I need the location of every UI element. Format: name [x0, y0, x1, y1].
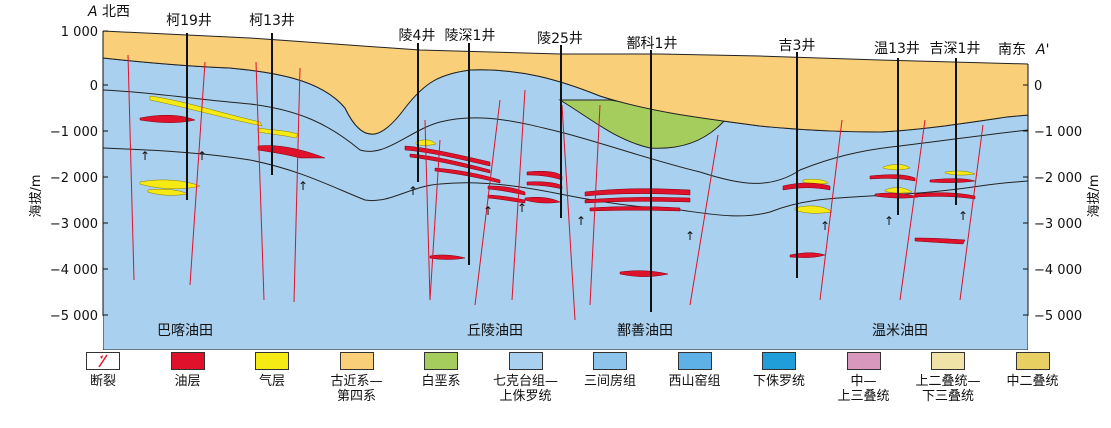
well-label: 吉深1井	[930, 41, 981, 57]
svg-text:↑: ↑	[576, 214, 586, 228]
faults	[127, 54, 984, 321]
legend-label: 七克台组— 上侏罗统	[492, 374, 558, 404]
svg-text:↑: ↑	[884, 214, 894, 228]
oilfield-label: 温米油田	[872, 323, 928, 339]
legend-swatch	[1015, 352, 1050, 370]
legend-label: 中— 上三叠统	[837, 374, 890, 404]
left-tick-label: −5 000	[50, 309, 98, 324]
legend-label: 古近系— 第四系	[330, 374, 383, 404]
legend-swatch	[593, 352, 627, 370]
section-left-direction: 北西	[102, 4, 130, 20]
cross-section-svg: ↑ ↑ ↑ ↑ ↑ ↑ ↑ ↑ ↑ ↑ ↑ 柯19井 柯13井 陵4井 陵深1井 陵25井 鄯…	[29, 4, 1102, 350]
legend-label: 上二叠统— 下三叠统	[915, 374, 981, 404]
legend-swatch	[677, 352, 712, 370]
left-tick-label: −4 000	[50, 263, 98, 278]
left-tick-label: −1 000	[50, 125, 98, 140]
left-tick-label: −3 000	[50, 217, 98, 232]
right-tick-label: −2 000	[1034, 171, 1082, 186]
oilfield-label: 巴喀油田	[157, 323, 213, 339]
legend-label: 西山窑组	[668, 374, 721, 389]
well-label: 柯13井	[249, 13, 295, 29]
svg-text:↑: ↑	[408, 184, 418, 198]
right-tick-label: −3 000	[1034, 217, 1082, 232]
svg-text:↑: ↑	[197, 149, 207, 163]
right-axis: 0 −1 000 −2 000 −3 000 −4 000 −5 000 海拔/…	[1023, 64, 1102, 324]
right-tick-label: −1 000	[1034, 125, 1082, 140]
svg-text:↑: ↑	[483, 204, 493, 218]
left-tick-label: 0	[90, 79, 98, 94]
legend-item: 气层	[229, 352, 315, 389]
svg-text:↑: ↑	[140, 149, 150, 163]
legend-label: 白垩系	[421, 374, 461, 389]
section-right-end: A'	[1035, 42, 1049, 58]
legend-swatch	[931, 352, 965, 370]
legend-swatch	[86, 352, 120, 370]
svg-text:↑: ↑	[820, 219, 830, 233]
legend-item: 断裂	[60, 352, 146, 389]
right-axis-title: 海拔/m	[1087, 174, 1102, 217]
legend-item: 油层	[145, 352, 231, 389]
oilfield-label: 丘陵油田	[467, 323, 523, 339]
legend-label: 油层	[174, 374, 201, 389]
well-bores	[186, 33, 957, 312]
legend-swatch	[508, 352, 543, 370]
well-label: 温13井	[874, 41, 920, 57]
well-labels: 柯19井 柯13井 陵4井 陵深1井 陵25井 鄯科1井 吉3井 温13井 吉深…	[166, 13, 980, 57]
legend-swatch	[762, 352, 796, 370]
legend-label: 断裂	[89, 374, 116, 389]
legend-swatch	[424, 352, 458, 370]
oilfield-labels: 巴喀油田 丘陵油田 鄯善油田 温米油田	[157, 322, 928, 339]
left-tick-label: 1 000	[61, 25, 98, 40]
legend-label: 中二叠统	[1006, 374, 1059, 389]
well-label: 鄯科1井	[627, 35, 678, 52]
legend-item: 西山窑组	[652, 352, 738, 389]
oil-gas-layers	[139, 95, 976, 277]
section-right-direction: 南东	[998, 42, 1026, 58]
svg-text:↑: ↑	[958, 209, 968, 223]
legend-item: 中二叠统	[990, 352, 1076, 389]
legend-swatch	[170, 352, 205, 370]
well-label: 陵25井	[537, 31, 583, 47]
right-tick-label: −4 000	[1034, 263, 1082, 278]
oilfield-label: 鄯善油田	[617, 322, 673, 339]
well-label: 陵深1井	[445, 28, 496, 44]
legend-item: 中— 上三叠统	[821, 352, 907, 404]
legend-item: 三间房组	[567, 352, 653, 389]
left-tick-label: −2 000	[50, 171, 98, 186]
svg-text:↑: ↑	[685, 229, 695, 243]
legend-item: 白垩系	[398, 352, 484, 389]
left-axis-title: 海拔/m	[29, 174, 44, 217]
svg-text:↑: ↑	[298, 179, 308, 193]
well-label: 柯19井	[166, 13, 212, 29]
right-tick-label: 0	[1034, 79, 1042, 94]
legend-item: 上二叠统— 下三叠统	[905, 352, 991, 404]
legend-label: 气层	[258, 374, 285, 389]
well-label: 陵4井	[399, 28, 436, 44]
legend-label: 三间房组	[583, 374, 636, 389]
legend-swatch	[846, 352, 881, 370]
legend-label: 下侏罗统	[752, 374, 805, 389]
right-tick-label: −5 000	[1034, 309, 1082, 324]
fault-arrows: ↑ ↑ ↑ ↑ ↑ ↑ ↑ ↑ ↑ ↑ ↑	[140, 149, 968, 243]
legend-swatch	[255, 352, 289, 370]
well-label: 吉3井	[779, 38, 816, 54]
svg-text:↑: ↑	[517, 201, 527, 215]
legend-item: 古近系— 第四系	[314, 352, 400, 404]
left-axis: 1 000 0 −1 000 −2 000 −3 000 −4 000 −5 0…	[29, 25, 108, 324]
section-left-end: A	[87, 4, 98, 20]
legend-swatch	[339, 352, 374, 370]
legend-item: 七克台组— 上侏罗统	[483, 352, 569, 404]
legend: 断裂 油层 气层 古近系— 第四系 白垩系 七克台组— 上侏罗统 三间房组 西山窑组 下侏罗统 中…	[60, 352, 1110, 428]
legend-item: 下侏罗统	[736, 352, 822, 389]
